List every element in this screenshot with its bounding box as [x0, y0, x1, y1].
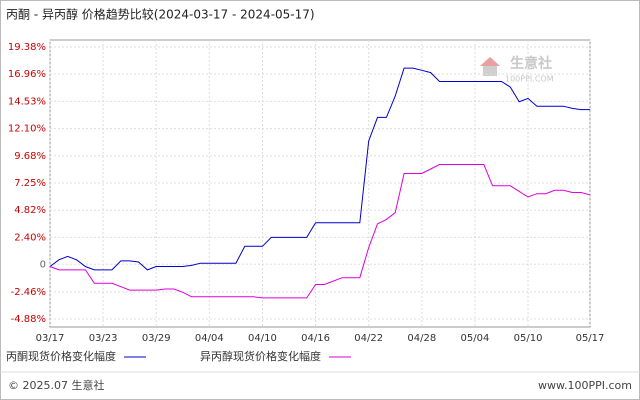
watermark-site: 100PPI.COM: [505, 75, 554, 84]
x-tick-label: 04/22: [354, 333, 383, 344]
legend-label: 异丙醇现货价格变化幅度: [200, 349, 321, 363]
y-tick-label: -4.88%: [11, 314, 46, 325]
footer-left: © 2025.07 生意社: [8, 378, 104, 392]
series-line: [49, 67, 590, 271]
x-tick-label: 03/23: [89, 333, 118, 344]
x-tick-label: 04/10: [248, 333, 277, 344]
y-tick-label: 19.38%: [8, 42, 46, 53]
x-tick-label: 04/04: [195, 333, 224, 344]
y-tick-label: 16.96%: [8, 69, 46, 80]
y-tick-label: 4.82%: [14, 205, 46, 216]
x-tick-label: 03/17: [36, 333, 65, 344]
y-tick-label: 14.53%: [8, 96, 46, 107]
x-tick-label: 04/28: [407, 333, 436, 344]
chart-title: 丙酮 - 异丙醇 价格趋势比较(2024-03-17 - 2024-05-17): [6, 7, 315, 22]
y-tick-label: 0: [40, 259, 46, 270]
y-tick-label: -2.46%: [11, 287, 46, 298]
x-tick-label: 05/10: [514, 333, 543, 344]
y-tick-label: 12.10%: [8, 124, 46, 135]
x-tick-label: 05/17: [576, 333, 605, 344]
series-line: [49, 164, 591, 299]
watermark: 生意社: [510, 55, 552, 72]
footer-right: www.100PPI.com: [538, 379, 632, 392]
x-tick-label: 05/04: [461, 333, 490, 344]
x-tick-label: 04/16: [301, 333, 330, 344]
x-tick-label: 03/29: [142, 333, 171, 344]
y-tick-label: 7.25%: [14, 178, 46, 189]
legend-label: 丙酮现货价格变化幅度: [6, 349, 116, 363]
watermark-logo: [480, 57, 500, 76]
y-tick-label: 9.68%: [14, 151, 46, 162]
y-tick-label: 2.40%: [14, 232, 46, 243]
